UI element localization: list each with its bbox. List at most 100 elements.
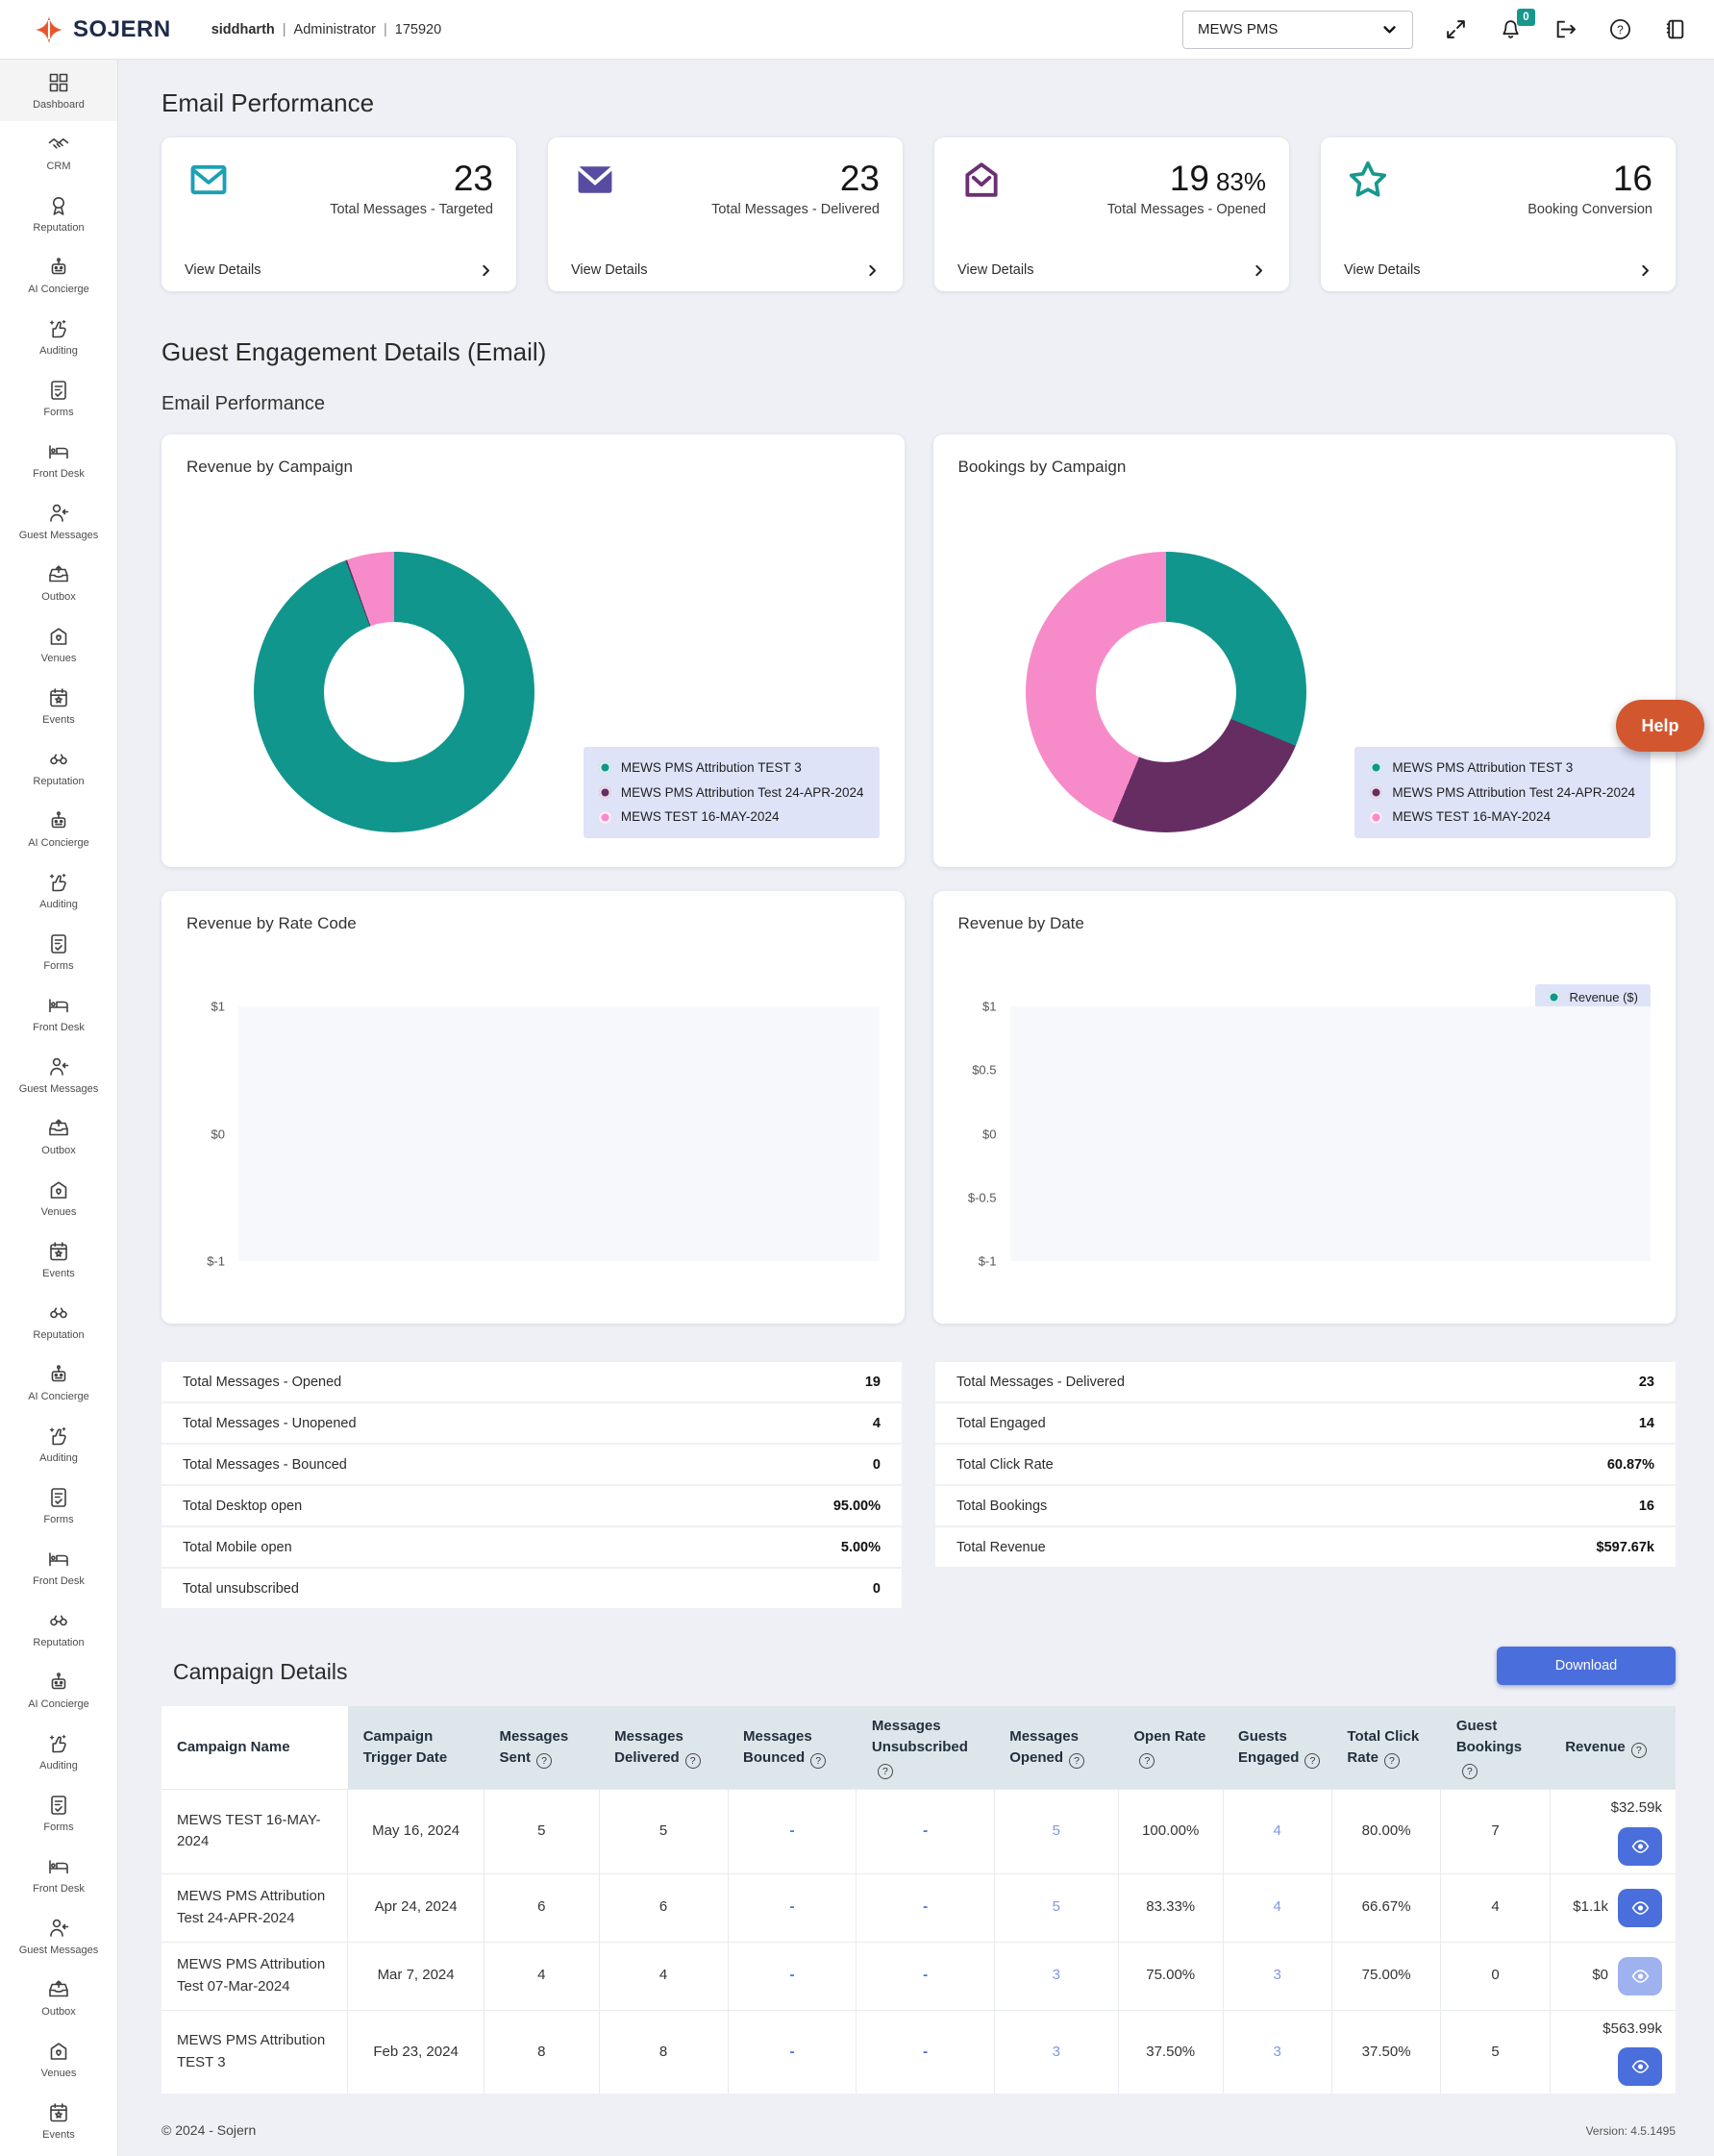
sidebar-item-ai-concierge[interactable]: AI Concierge — [0, 244, 117, 306]
cell-opened[interactable]: 5 — [994, 1789, 1119, 1874]
info-icon: ? — [1461, 1764, 1478, 1780]
star-outline-icon — [1344, 159, 1398, 205]
cell-engaged[interactable]: 4 — [1223, 1872, 1332, 1943]
sidebar-item-label: Front Desk — [33, 1021, 85, 1033]
revenue-value: $563.99k — [1602, 2020, 1662, 2037]
cell-name: MEWS PMS Attribution TEST 3 — [161, 2009, 349, 2094]
notifications-bell-icon[interactable]: 0 — [1499, 9, 1535, 41]
cell-unsubscribed: - — [856, 2009, 995, 2094]
cell-bookings: 5 — [1440, 2009, 1551, 2094]
view-revenue-details-button[interactable] — [1618, 1956, 1662, 1995]
sidebar-item-dashboard[interactable]: Dashboard — [0, 60, 117, 121]
user-id: 175920 — [394, 21, 442, 37]
sidebar-item-reputation[interactable]: Reputation — [0, 1290, 117, 1351]
cell-revenue: $0 — [1550, 1941, 1676, 2011]
journal-icon[interactable] — [1663, 17, 1687, 41]
sidebar-item-guest-messages[interactable]: Guest Messages — [0, 1905, 117, 1967]
cell-sent: 6 — [484, 1872, 600, 1943]
sidebar-item-front-desk[interactable]: Front Desk — [0, 429, 117, 490]
sidebar-item-front-desk[interactable]: Front Desk — [0, 1844, 117, 1905]
sidebar-item-outbox[interactable]: Outbox — [0, 552, 117, 613]
cell-unsubscribed: - — [856, 1941, 995, 2011]
form-doc-icon — [47, 1794, 70, 1817]
kpi-card-booking-conversion: 16 Booking Conversion View Details — [1321, 137, 1676, 291]
sidebar-item-auditing[interactable]: Auditing — [0, 859, 117, 921]
sidebar-item-label: Front Desk — [33, 1882, 85, 1895]
help-circle-icon[interactable]: ? — [1608, 17, 1632, 41]
sidebar-item-venues[interactable]: Venues — [0, 613, 117, 675]
sidebar-item-forms[interactable]: Forms — [0, 1475, 117, 1536]
campaign-details-title: Campaign Details — [173, 1659, 348, 1684]
cell-open-rate: 75.00% — [1118, 1941, 1224, 2011]
cell-bounced: - — [728, 2009, 857, 2094]
sidebar-item-ai-concierge[interactable]: AI Concierge — [0, 1659, 117, 1721]
signout-icon[interactable] — [1553, 17, 1577, 41]
stat-label: Total Mobile open — [183, 1539, 292, 1555]
sidebar-item-forms[interactable]: Forms — [0, 1782, 117, 1844]
view-revenue-details-button[interactable] — [1618, 1888, 1662, 1927]
sidebar-item-events[interactable]: Events — [0, 2090, 117, 2151]
sidebar-item-events[interactable]: Events — [0, 675, 117, 736]
view-details-link[interactable]: View Details — [185, 255, 493, 278]
sidebar-item-venues[interactable]: Venues — [0, 2028, 117, 2090]
view-details-link[interactable]: View Details — [1344, 255, 1652, 278]
sidebar-item-outbox[interactable]: Outbox — [0, 1105, 117, 1167]
y-axis-tick: $1 — [211, 999, 225, 1014]
legend-label: MEWS PMS Attribution Test 24-APR-2024 — [620, 784, 864, 800]
stat-value: 14 — [1638, 1415, 1654, 1431]
sidebar-item-guest-messages[interactable]: Guest Messages — [0, 1044, 117, 1105]
sidebar-item-auditing[interactable]: Auditing — [0, 1721, 117, 1782]
legend-dot-icon — [598, 761, 611, 775]
sidebar-item-crm[interactable]: CRM — [0, 121, 117, 183]
sidebar-item-events[interactable]: Events — [0, 1228, 117, 1290]
sidebar-item-label: Forms — [43, 959, 74, 972]
sidebar-item-ai-concierge[interactable]: AI Concierge — [0, 1351, 117, 1413]
sidebar-item-label: Reputation — [33, 1328, 85, 1341]
sidebar-item-forms[interactable]: Forms — [0, 921, 117, 982]
cell-engaged[interactable]: 4 — [1223, 1789, 1332, 1874]
sidebar-item-forms[interactable]: Forms — [0, 367, 117, 429]
cell-opened[interactable]: 3 — [994, 1941, 1119, 2011]
cell-opened[interactable]: 5 — [994, 1872, 1119, 1943]
view-revenue-details-button[interactable] — [1618, 1826, 1662, 1866]
sidebar-item-label: AI Concierge — [28, 1390, 89, 1402]
sidebar-item-front-desk[interactable]: Front Desk — [0, 1536, 117, 1598]
property-selector[interactable]: MEWS PMS — [1182, 10, 1413, 49]
cell-open-rate: 100.00% — [1118, 1789, 1224, 1874]
view-details-link[interactable]: View Details — [957, 255, 1266, 278]
chart-grid: Revenue by Campaign MEWS PMS Attribution… — [161, 434, 1676, 1324]
legend-dot-icon — [1370, 761, 1383, 775]
chart-title: Revenue by Date — [957, 914, 1084, 932]
mail-closed-filled-icon — [571, 159, 625, 205]
sidebar-item-ai-concierge[interactable]: AI Concierge — [0, 798, 117, 859]
y-axis-ticks: $1 $0.5 $0 $-0.5 $-1 — [958, 1000, 1010, 1269]
download-button[interactable]: Download — [1497, 1647, 1676, 1685]
y-axis-tick: $1 — [982, 999, 997, 1014]
cell-opened[interactable]: 3 — [994, 2009, 1119, 2094]
stat-value: 4 — [872, 1415, 881, 1431]
sidebar-item-venues[interactable]: Venues — [0, 1167, 117, 1228]
cell-sent: 4 — [484, 1941, 600, 2011]
sidebar-item-reputation[interactable]: Reputation — [0, 183, 117, 244]
sidebar-item-outbox[interactable]: Outbox — [0, 1967, 117, 2028]
sidebar-item-guest-messages[interactable]: Guest Messages — [0, 490, 117, 552]
cell-engaged[interactable]: 3 — [1223, 1941, 1332, 2011]
sidebar-item-auditing[interactable]: Auditing — [0, 1413, 117, 1475]
sidebar-item-reputation[interactable]: Reputation — [0, 736, 117, 798]
cell-engaged[interactable]: 3 — [1223, 2009, 1332, 2094]
sidebar-item-auditing[interactable]: Auditing — [0, 306, 117, 367]
help-button[interactable]: Help — [1616, 700, 1704, 752]
view-details-link[interactable]: View Details — [571, 255, 880, 278]
sidebar-item-reputation[interactable]: Reputation — [0, 1598, 117, 1659]
fullscreen-icon[interactable] — [1444, 17, 1468, 41]
guest-person-icon — [47, 1917, 70, 1940]
view-revenue-details-button[interactable] — [1618, 2047, 1662, 2087]
column-header-open-rate: Open Rate? — [1118, 1706, 1224, 1790]
bookings-by-campaign-donut — [1025, 552, 1306, 832]
kpi-value: 23 — [453, 159, 493, 198]
sidebar-item-front-desk[interactable]: Front Desk — [0, 982, 117, 1044]
calendar-star-icon — [47, 1240, 70, 1263]
cell-name: MEWS PMS Attribution Test 24-APR-2024 — [161, 1872, 349, 1943]
robot-icon — [47, 1671, 70, 1694]
legend-label: MEWS PMS Attribution TEST 3 — [620, 760, 802, 776]
